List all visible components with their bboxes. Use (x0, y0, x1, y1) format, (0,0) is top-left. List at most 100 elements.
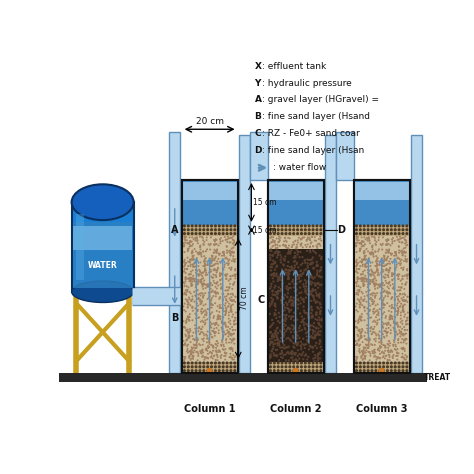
Circle shape (229, 275, 231, 277)
Circle shape (363, 306, 365, 308)
Circle shape (398, 273, 401, 275)
Circle shape (191, 255, 193, 257)
Circle shape (270, 341, 272, 344)
Circle shape (311, 232, 315, 235)
Circle shape (197, 310, 199, 312)
Circle shape (376, 263, 379, 265)
Circle shape (201, 350, 203, 353)
Circle shape (232, 329, 234, 331)
Circle shape (228, 297, 230, 300)
Circle shape (378, 224, 381, 228)
Circle shape (390, 324, 392, 327)
Circle shape (207, 353, 209, 355)
Circle shape (362, 282, 364, 284)
Bar (268, 182, 323, 200)
Circle shape (401, 334, 403, 336)
Circle shape (198, 361, 201, 365)
Circle shape (362, 280, 364, 282)
Circle shape (218, 316, 220, 318)
Circle shape (199, 303, 201, 305)
Circle shape (192, 264, 194, 267)
Circle shape (397, 310, 399, 311)
Circle shape (271, 266, 273, 268)
Circle shape (207, 357, 209, 359)
Circle shape (383, 344, 384, 346)
Circle shape (279, 290, 281, 292)
Circle shape (365, 349, 367, 351)
Circle shape (215, 286, 217, 288)
Circle shape (372, 272, 374, 273)
Circle shape (383, 304, 385, 306)
Circle shape (218, 298, 220, 300)
Circle shape (296, 275, 299, 277)
Circle shape (186, 278, 188, 280)
Circle shape (215, 283, 218, 285)
Circle shape (288, 245, 290, 246)
Circle shape (317, 283, 319, 285)
Circle shape (213, 322, 215, 325)
Circle shape (231, 339, 233, 341)
Circle shape (389, 318, 391, 319)
Circle shape (375, 283, 377, 284)
Circle shape (194, 369, 198, 372)
Circle shape (378, 361, 381, 365)
Circle shape (402, 347, 404, 349)
Circle shape (311, 337, 314, 339)
Bar (182, 225, 237, 236)
Circle shape (356, 289, 359, 292)
Circle shape (200, 352, 202, 354)
Circle shape (355, 305, 356, 308)
Circle shape (292, 361, 295, 365)
Circle shape (186, 300, 188, 302)
Circle shape (222, 267, 224, 269)
Circle shape (366, 239, 369, 242)
Circle shape (377, 287, 379, 289)
Circle shape (359, 232, 362, 235)
Circle shape (276, 297, 279, 300)
Circle shape (281, 300, 283, 302)
Circle shape (202, 277, 204, 279)
Circle shape (394, 224, 397, 228)
Circle shape (204, 323, 206, 326)
Circle shape (269, 361, 272, 365)
Circle shape (295, 331, 298, 333)
Circle shape (281, 228, 283, 231)
Circle shape (405, 358, 407, 361)
Circle shape (383, 336, 385, 338)
Circle shape (203, 241, 205, 243)
Circle shape (186, 348, 189, 350)
Circle shape (218, 365, 221, 368)
Circle shape (228, 336, 229, 337)
Circle shape (197, 293, 199, 296)
Circle shape (184, 280, 187, 283)
Circle shape (189, 246, 191, 247)
Circle shape (191, 349, 192, 351)
Circle shape (286, 346, 289, 348)
Circle shape (305, 296, 307, 299)
Circle shape (211, 258, 213, 260)
Circle shape (191, 251, 193, 253)
Circle shape (399, 293, 401, 295)
Circle shape (225, 338, 228, 340)
Circle shape (369, 265, 372, 267)
Circle shape (300, 232, 303, 235)
Circle shape (320, 325, 322, 328)
Circle shape (406, 261, 408, 263)
Circle shape (295, 282, 297, 284)
Circle shape (363, 258, 365, 260)
Circle shape (222, 344, 224, 346)
Circle shape (318, 295, 320, 297)
Circle shape (319, 255, 320, 257)
Circle shape (360, 303, 362, 305)
Circle shape (402, 308, 404, 310)
Circle shape (307, 266, 309, 269)
Circle shape (388, 270, 390, 272)
Circle shape (216, 355, 218, 356)
Circle shape (382, 262, 383, 264)
Circle shape (396, 236, 398, 238)
Circle shape (216, 272, 218, 273)
Circle shape (213, 355, 215, 356)
Circle shape (272, 245, 274, 247)
Circle shape (385, 258, 387, 260)
Circle shape (208, 243, 210, 245)
